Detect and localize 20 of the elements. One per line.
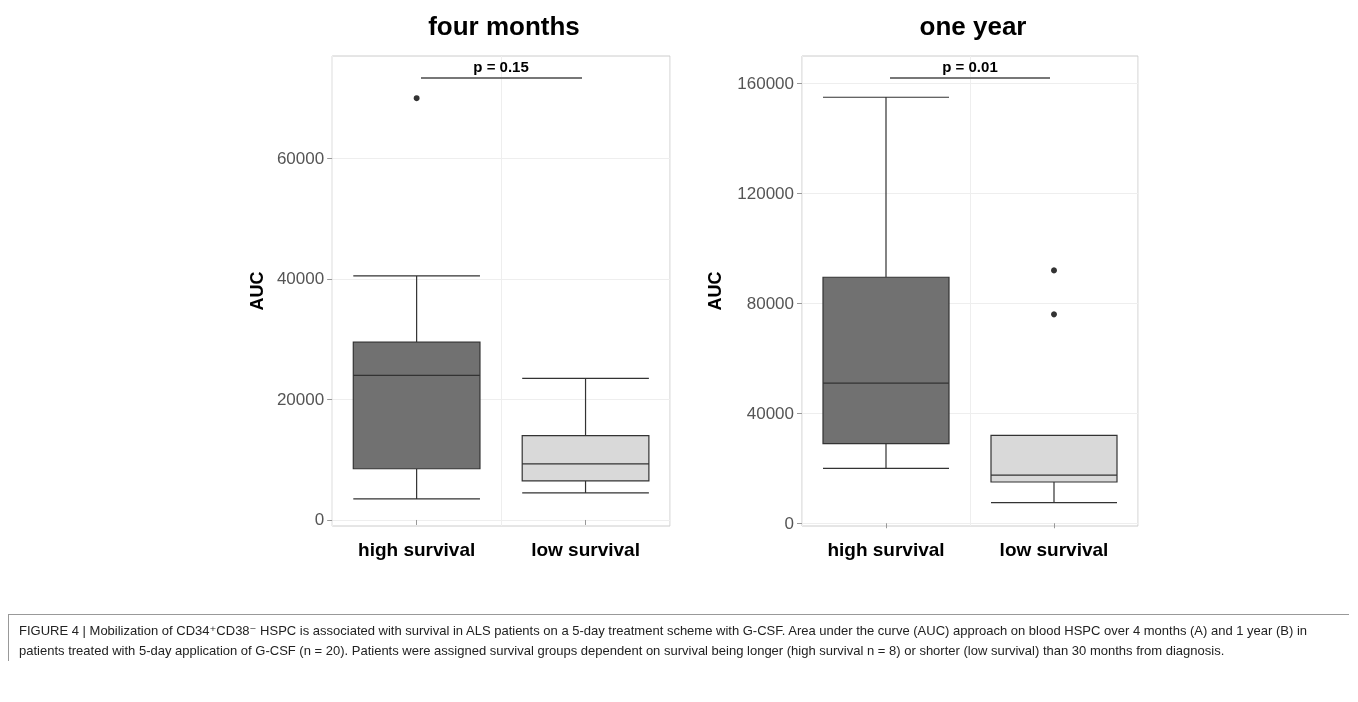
y-tick-label: 160000 bbox=[737, 73, 794, 93]
x-tick-label: high survival bbox=[358, 539, 476, 560]
annotation: p = 0.15 bbox=[472, 58, 530, 75]
y-axis-title: AUC bbox=[247, 271, 267, 311]
y-tick-label: 120000 bbox=[737, 183, 794, 203]
y-tick-label: 20000 bbox=[276, 389, 325, 409]
annotation: p = 0.01 bbox=[941, 58, 999, 75]
chart-title: four months bbox=[428, 11, 580, 41]
y-tick-label: 80000 bbox=[746, 293, 794, 313]
caption: FIGURE 4 | Mobilization of CD34⁺CD38⁻ HSPC is associated with survival in ALS patients on a 5-day treatment scheme with G-CSF. Area under the curve (AUC) approach on blood HSPC over 4 months (A) and 1 year (B) in patients treated with 5-day application of G-CSF (n = 20). Patients were assigned survival groups dependent on survival being longer (high survival n = 8) or shorter (low survival) than 30 months from diagnosis. bbox=[8, 614, 1349, 661]
y-tick-label: 40000 bbox=[746, 403, 794, 423]
y-tick-label: 0 bbox=[314, 510, 325, 530]
x-tick-label: low survival bbox=[999, 539, 1109, 560]
y-tick-label: 0 bbox=[784, 513, 794, 533]
x-tick-label: low survival bbox=[531, 539, 640, 560]
x-tick-label: high survival bbox=[827, 539, 945, 560]
y-axis-title: AUC bbox=[705, 271, 725, 311]
chart-title: one year bbox=[919, 11, 1027, 41]
y-tick-label: 60000 bbox=[276, 148, 325, 168]
y-tick-label: 40000 bbox=[276, 269, 325, 289]
